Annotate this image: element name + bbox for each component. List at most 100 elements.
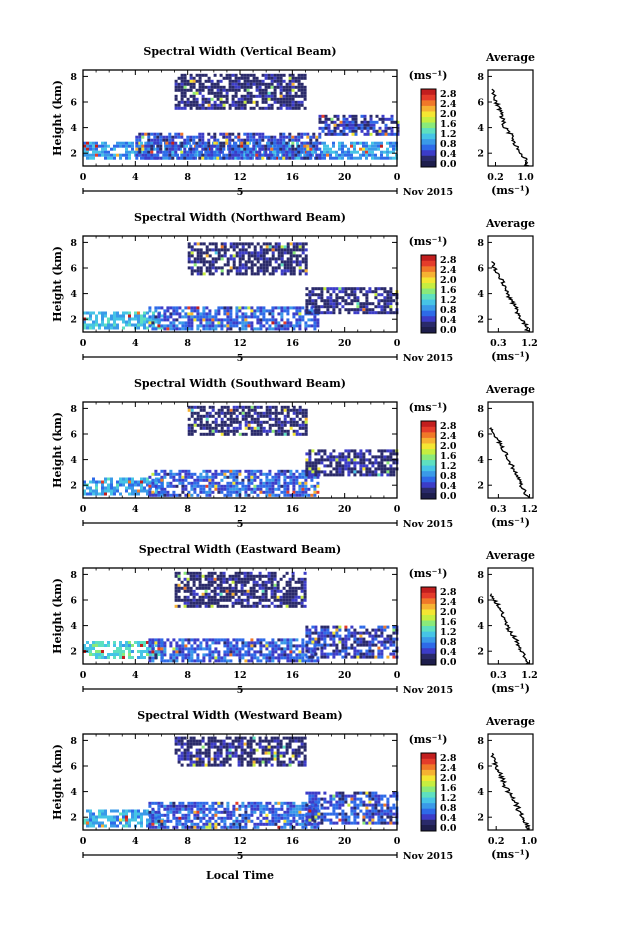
heatmap-cell [258, 132, 262, 136]
heatmap-cell [252, 147, 256, 151]
heatmap-cell [295, 242, 299, 246]
heatmap-cell [332, 634, 336, 638]
heatmap-cell [178, 650, 182, 654]
heatmap-cell [241, 245, 245, 249]
heatmap-cell [180, 76, 184, 80]
heatmap-cell [83, 647, 86, 650]
heatmap-cell [292, 475, 296, 479]
heatmap-cell [392, 452, 396, 456]
heatmap-cell [214, 656, 218, 660]
heatmap-cell [177, 85, 181, 89]
heatmap-cell [202, 475, 206, 479]
heatmap-cell [274, 260, 278, 264]
heatmap-cell [160, 484, 164, 488]
heatmap-cell [235, 269, 239, 273]
heatmap-cell [374, 634, 378, 638]
heatmap-cell [128, 477, 131, 481]
heatmap-cell [305, 643, 309, 647]
heatmap-cell [362, 458, 366, 462]
heatmap-cell [226, 312, 230, 316]
heatmap-cell [186, 595, 190, 599]
heatmap-cell [113, 824, 116, 828]
heatmap-cell [147, 156, 151, 160]
colorbar-tick-label: 2.0 [440, 607, 457, 618]
heatmap-cell [235, 429, 239, 433]
heatmap-cell [241, 327, 245, 331]
heatmap-cell [271, 266, 275, 270]
heatmap-cell [384, 117, 388, 121]
heatmap-cell [351, 126, 355, 130]
heatmap-cell [301, 484, 305, 488]
heatmap-cell [338, 652, 342, 656]
heatmap-cell [225, 76, 229, 80]
heatmap-cell [186, 88, 190, 92]
heatmap-cell [365, 643, 369, 647]
average-profile-line [489, 593, 530, 665]
heatmap-cell [271, 429, 275, 433]
heatmap-cell [348, 120, 352, 124]
heatmap-cell [169, 469, 173, 473]
heatmap-cell [298, 312, 302, 316]
heatmap-cell [353, 311, 357, 315]
heatmap-cell [201, 106, 205, 110]
heatmap-cell [210, 156, 214, 160]
average-frame [487, 401, 534, 499]
heatmap-cell [183, 141, 187, 145]
heatmap-cell [140, 644, 143, 647]
heatmap-cell [196, 493, 200, 497]
heatmap-cell [213, 73, 217, 77]
heatmap-cell [244, 327, 248, 331]
month-label: Nov 2015 [403, 353, 453, 364]
colorbar-segment [421, 127, 436, 134]
heatmap-cell [313, 487, 317, 491]
heatmap-cell [332, 305, 336, 309]
heatmap-cell [169, 641, 173, 645]
heatmap-cell [265, 487, 269, 491]
heatmap-cell [155, 489, 158, 493]
heatmap-cell [226, 638, 230, 642]
heatmap-cell [341, 646, 345, 650]
heatmap-cell [193, 420, 197, 424]
colorbar-segment [421, 293, 436, 300]
heatmap-cell [326, 311, 330, 315]
heatmap-cell [350, 299, 354, 303]
heatmap-cell [104, 144, 107, 148]
heatmap-cell [220, 426, 224, 430]
heatmap-cell [210, 580, 214, 584]
heatmap-cell [335, 625, 339, 629]
heatmap-cell [238, 309, 242, 313]
heatmap-cell [216, 94, 220, 98]
heatmap-cell [188, 141, 191, 145]
heatmap-cell [326, 296, 330, 300]
heatmap-cell [262, 653, 266, 657]
heatmap-cell [329, 156, 332, 160]
heatmap-cell [244, 641, 248, 645]
heatmap-cell [371, 150, 374, 154]
heatmap-cell [229, 318, 233, 322]
heatmap-cell [199, 266, 203, 270]
heatmap-cell [151, 484, 155, 488]
heatmap-cell [125, 647, 128, 650]
heatmap-cell [189, 106, 193, 110]
heatmap-cell [193, 263, 197, 267]
heatmap-cell [386, 302, 390, 306]
heatmap-cell [213, 150, 217, 154]
heatmap-cell [386, 461, 390, 465]
heatmap-cell [338, 467, 342, 471]
heatmap-cell [279, 595, 283, 599]
heatmap-cell [157, 644, 161, 648]
heatmap-cell [274, 432, 278, 436]
average-x-tick-label: 0.3 [490, 504, 507, 515]
heatmap-cell [95, 815, 98, 819]
heatmap-cell [274, 478, 278, 482]
heatmap-cell [195, 586, 199, 590]
heatmap-cell [305, 631, 309, 635]
heatmap-cell [240, 106, 244, 110]
heatmap-cell [308, 302, 312, 306]
heatmap-cell [234, 583, 238, 587]
heatmap-cell [308, 455, 312, 459]
heatmap-cell [286, 260, 290, 264]
heatmap-cell [244, 405, 248, 409]
heatmap-cell [271, 315, 275, 319]
heatmap-cell [157, 650, 161, 654]
